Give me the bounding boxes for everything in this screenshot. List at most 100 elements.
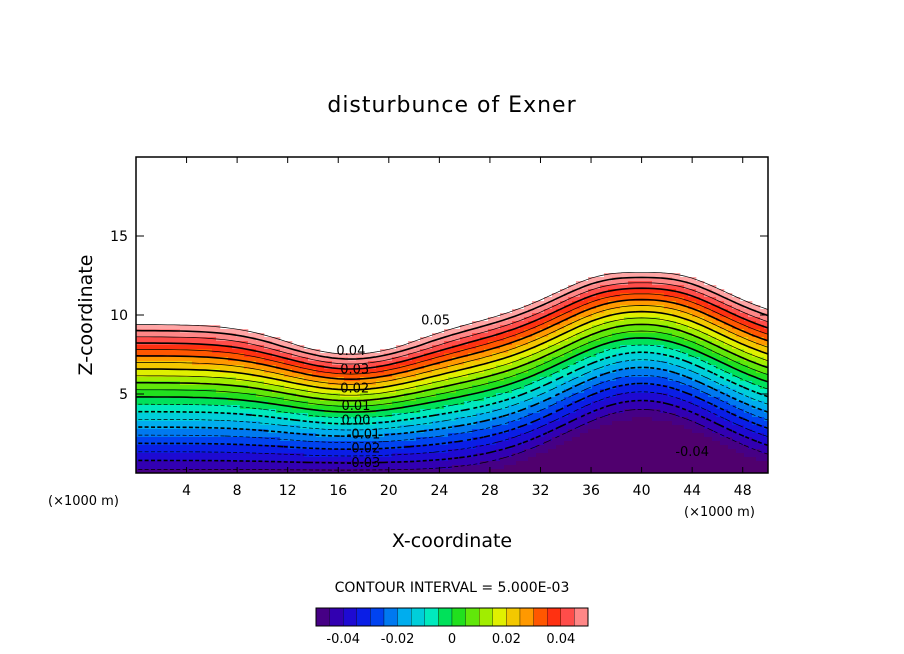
contour-cell [184,333,189,338]
contour-cell [588,349,593,354]
contour-cell [700,325,705,330]
contour-cell [548,393,553,398]
contour-cell [580,349,585,354]
contour-cell [688,397,693,402]
contour-cell [208,397,213,402]
contour-cell [612,437,617,442]
contour-cell [172,337,177,342]
contour-cell [640,273,645,278]
contour-cell [568,293,573,298]
contour-cell [548,305,553,310]
contour-cell [468,361,473,366]
contour-cell [612,433,617,438]
contour-cell [656,325,661,330]
contour-cell [652,293,657,298]
contour-cell [144,357,149,362]
contour-cell [344,385,349,390]
contour-cell [732,365,737,370]
contour-cell [156,437,161,442]
contour-cell [452,433,457,438]
contour-cell [716,409,721,414]
contour-cell [560,289,565,294]
contour-cell [616,285,621,290]
contour-cell [424,397,429,402]
contour-cell [452,381,457,386]
contour-cell [488,405,493,410]
contour-cell [484,413,489,418]
contour-cell [620,301,625,306]
contour-cell [640,373,645,378]
contour-cell [476,409,481,414]
contour-cell [440,409,445,414]
contour-cell [640,409,645,414]
contour-cell [508,373,513,378]
contour-cell [296,433,301,438]
contour-cell [592,341,597,346]
contour-cell [424,369,429,374]
contour-cell [224,405,229,410]
contour-cell [680,429,685,434]
contour-cell [264,397,269,402]
contour-cell [604,285,609,290]
contour-cell [756,381,761,386]
contour-cell [396,349,401,354]
contour-cell [208,341,213,346]
contour-cell [604,433,609,438]
contour-cell [452,385,457,390]
contour-cell [620,341,625,346]
contour-cell [732,377,737,382]
contour-cell [156,413,161,418]
contour-cell [260,417,265,422]
contour-cell [568,353,573,358]
contour-cell [736,401,741,406]
contour-cell [196,417,201,422]
contour-cell [568,417,573,422]
contour-cell [500,333,505,338]
contour-cell [660,325,665,330]
contour-cell [360,425,365,430]
contour-cell [480,425,485,430]
contour-cell [516,317,521,322]
contour-cell [644,385,649,390]
contour-cell [188,393,193,398]
contour-cell [256,377,261,382]
contour-cell [616,413,621,418]
contour-cell [764,385,768,390]
contour-cell [704,337,709,342]
contour-cell [192,353,197,358]
contour-cell [596,297,601,302]
contour-cell [400,373,405,378]
contour-cell [676,377,681,382]
contour-cell [728,329,733,334]
contour-cell [164,325,169,330]
contour-cell [188,357,193,362]
contour-cell [612,285,617,290]
contour-cell [596,329,601,334]
contour-cell [504,365,509,370]
contour-cell [652,369,657,374]
contour-cell [640,401,645,406]
contour-cell [524,357,529,362]
contour-cell [500,433,505,438]
contour-cell [564,361,569,366]
contour-cell [212,441,217,446]
contour-cell [216,421,221,426]
contour-cell [548,341,553,346]
contour-cell [548,377,553,382]
contour-cell [520,433,525,438]
contour-cell [300,365,305,370]
contour-cell [736,417,741,422]
contour-cell [176,365,181,370]
contour-cell [304,425,309,430]
contour-cell [172,357,177,362]
contour-cell [740,437,745,442]
contour-cell [572,297,577,302]
contour-cell [708,437,713,442]
contour-cell [344,405,349,410]
contour-cell [264,433,269,438]
contour-cell [224,337,229,342]
contour-cell [476,401,481,406]
contour-cell [168,349,173,354]
contour-cell [264,389,269,394]
contour-cell [524,309,529,314]
